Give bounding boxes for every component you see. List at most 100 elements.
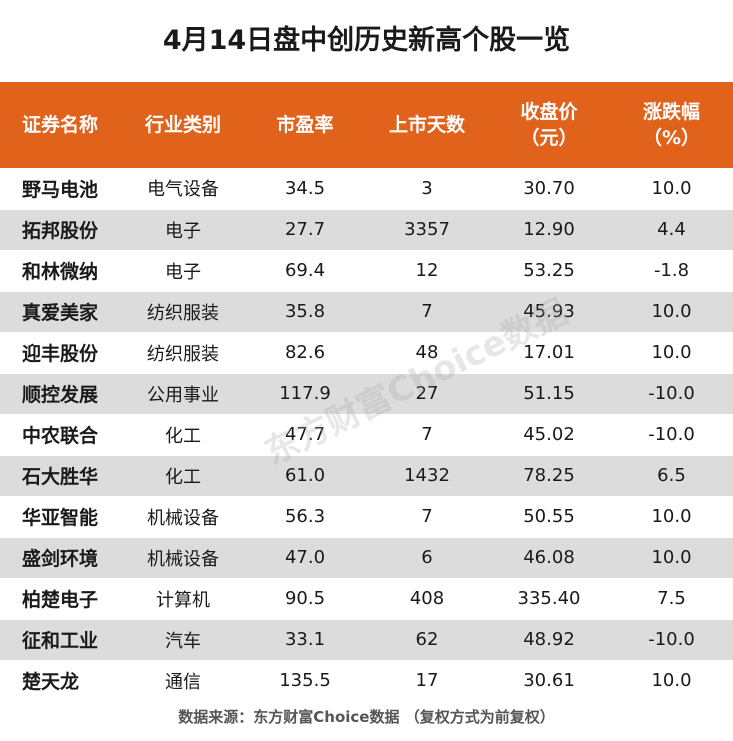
- column-header-unit: （元）: [520, 127, 578, 149]
- column-header: 涨跌幅 （%）: [610, 82, 733, 168]
- source-note: 数据来源：东方财富Choice数据 （复权方式为前复权）: [178, 708, 555, 726]
- stock-table: 证券名称 行业类别 市盈率 上市天数 收盘价 （元） 涨跌幅 （%） 野马电池 电气设备 34.5…: [0, 82, 733, 702]
- table-cell: 10.0: [610, 168, 733, 210]
- table-row: 拓邦股份 电子 27.7 3357 12.90 4.4: [0, 209, 733, 251]
- table-row: 盛剑环境 机械设备 47.0 6 46.08 10.0: [0, 537, 733, 579]
- table-cell: 中农联合: [0, 414, 122, 456]
- table-cell: 通信: [122, 660, 244, 702]
- table-cell: -10.0: [610, 619, 733, 661]
- table-cell: 48: [366, 332, 488, 374]
- table-cell: -10.0: [610, 414, 733, 456]
- table-cell: 柏楚电子: [0, 578, 122, 620]
- table-body: 野马电池 电气设备 34.5 3 30.70 10.0 拓邦股份 电子 27.7 3357 12.9…: [0, 168, 733, 702]
- column-header: 收盘价 （元）: [488, 82, 610, 168]
- column-header-label: 行业类别: [144, 114, 221, 136]
- column-header: 上市天数: [366, 82, 488, 168]
- table-cell: 12: [366, 250, 488, 292]
- table-cell: 汽车: [122, 619, 244, 661]
- table-cell: 10.0: [610, 496, 733, 538]
- table-cell: -10.0: [610, 373, 733, 415]
- table-cell: 电子: [122, 209, 244, 251]
- table-cell: 30.70: [488, 168, 610, 210]
- table-cell: 机械设备: [122, 537, 244, 579]
- table-cell: 56.3: [244, 496, 366, 538]
- column-header-label: 上市天数: [388, 114, 465, 136]
- table-row: 华亚智能 机械设备 56.3 7 50.55 10.0: [0, 496, 733, 538]
- table-cell: 7.5: [610, 578, 733, 620]
- table-cell: 47.0: [244, 537, 366, 579]
- table-cell: 10.0: [610, 660, 733, 702]
- table-cell: 机械设备: [122, 496, 244, 538]
- table-cell: 6: [366, 537, 488, 579]
- table-cell: 7: [366, 496, 488, 538]
- table-row: 迎丰股份 纺织服装 82.6 48 17.01 10.0: [0, 332, 733, 374]
- table-cell: 30.61: [488, 660, 610, 702]
- table-cell: 10.0: [610, 332, 733, 374]
- table-cell: 117.9: [244, 373, 366, 415]
- table-cell: -1.8: [610, 250, 733, 292]
- table-row: 真爱美家 纺织服装 35.8 7 45.93 10.0: [0, 291, 733, 333]
- column-header: 市盈率: [244, 82, 366, 168]
- table-row: 楚天龙 通信 135.5 17 30.61 10.0: [0, 660, 733, 702]
- table-row: 征和工业 汽车 33.1 62 48.92 -10.0: [0, 619, 733, 661]
- table-cell: 45.02: [488, 414, 610, 456]
- table-cell: 征和工业: [0, 619, 122, 661]
- table-cell: 51.15: [488, 373, 610, 415]
- table-cell: 17: [366, 660, 488, 702]
- table-cell: 和林微纳: [0, 250, 122, 292]
- table-row: 中农联合 化工 47.7 7 45.02 -10.0: [0, 414, 733, 456]
- table-cell: 82.6: [244, 332, 366, 374]
- page-title: 4月14日盘中创历史新高个股一览: [162, 25, 571, 56]
- table-cell: 盛剑环境: [0, 537, 122, 579]
- table-cell: 电子: [122, 250, 244, 292]
- table-cell: 楚天龙: [0, 660, 122, 702]
- table-cell: 顺控发展: [0, 373, 122, 415]
- table-cell: 化工: [122, 455, 244, 497]
- table-cell: 真爱美家: [0, 291, 122, 333]
- column-header: 行业类别: [122, 82, 244, 168]
- table-cell: 7: [366, 291, 488, 333]
- table-cell: 7: [366, 414, 488, 456]
- column-header-label: 涨跌幅: [642, 101, 700, 123]
- table-cell: 34.5: [244, 168, 366, 210]
- table-cell: 69.4: [244, 250, 366, 292]
- table-cell: 90.5: [244, 578, 366, 620]
- column-header: 证券名称: [0, 82, 122, 168]
- header-row: 证券名称 行业类别 市盈率 上市天数 收盘价 （元） 涨跌幅 （%）: [0, 82, 733, 168]
- column-header-label: 证券名称: [22, 114, 99, 136]
- table-cell: 46.08: [488, 537, 610, 579]
- table-cell: 33.1: [244, 619, 366, 661]
- table-cell: 电气设备: [122, 168, 244, 210]
- table-cell: 计算机: [122, 578, 244, 620]
- table-cell: 6.5: [610, 455, 733, 497]
- table-cell: 45.93: [488, 291, 610, 333]
- table-cell: 12.90: [488, 209, 610, 251]
- table-cell: 公用事业: [122, 373, 244, 415]
- table-cell: 17.01: [488, 332, 610, 374]
- table-cell: 石大胜华: [0, 455, 122, 497]
- table-cell: 化工: [122, 414, 244, 456]
- table-cell: 10.0: [610, 291, 733, 333]
- table-cell: 1432: [366, 455, 488, 497]
- table-row: 和林微纳 电子 69.4 12 53.25 -1.8: [0, 250, 733, 292]
- column-header-unit: （%）: [642, 127, 701, 149]
- table-cell: 335.40: [488, 578, 610, 620]
- table-row: 石大胜华 化工 61.0 1432 78.25 6.5: [0, 455, 733, 497]
- table-cell: 野马电池: [0, 168, 122, 210]
- table-cell: 纺织服装: [122, 332, 244, 374]
- table-cell: 迎丰股份: [0, 332, 122, 374]
- table-cell: 华亚智能: [0, 496, 122, 538]
- table-cell: 53.25: [488, 250, 610, 292]
- table-cell: 10.0: [610, 537, 733, 579]
- table-cell: 3: [366, 168, 488, 210]
- table-cell: 61.0: [244, 455, 366, 497]
- table-cell: 27.7: [244, 209, 366, 251]
- table-cell: 27: [366, 373, 488, 415]
- table-cell: 78.25: [488, 455, 610, 497]
- table-cell: 135.5: [244, 660, 366, 702]
- table-cell: 50.55: [488, 496, 610, 538]
- table-cell: 4.4: [610, 209, 733, 251]
- table-cell: 拓邦股份: [0, 209, 122, 251]
- table-row: 顺控发展 公用事业 117.9 27 51.15 -10.0: [0, 373, 733, 415]
- table-cell: 47.7: [244, 414, 366, 456]
